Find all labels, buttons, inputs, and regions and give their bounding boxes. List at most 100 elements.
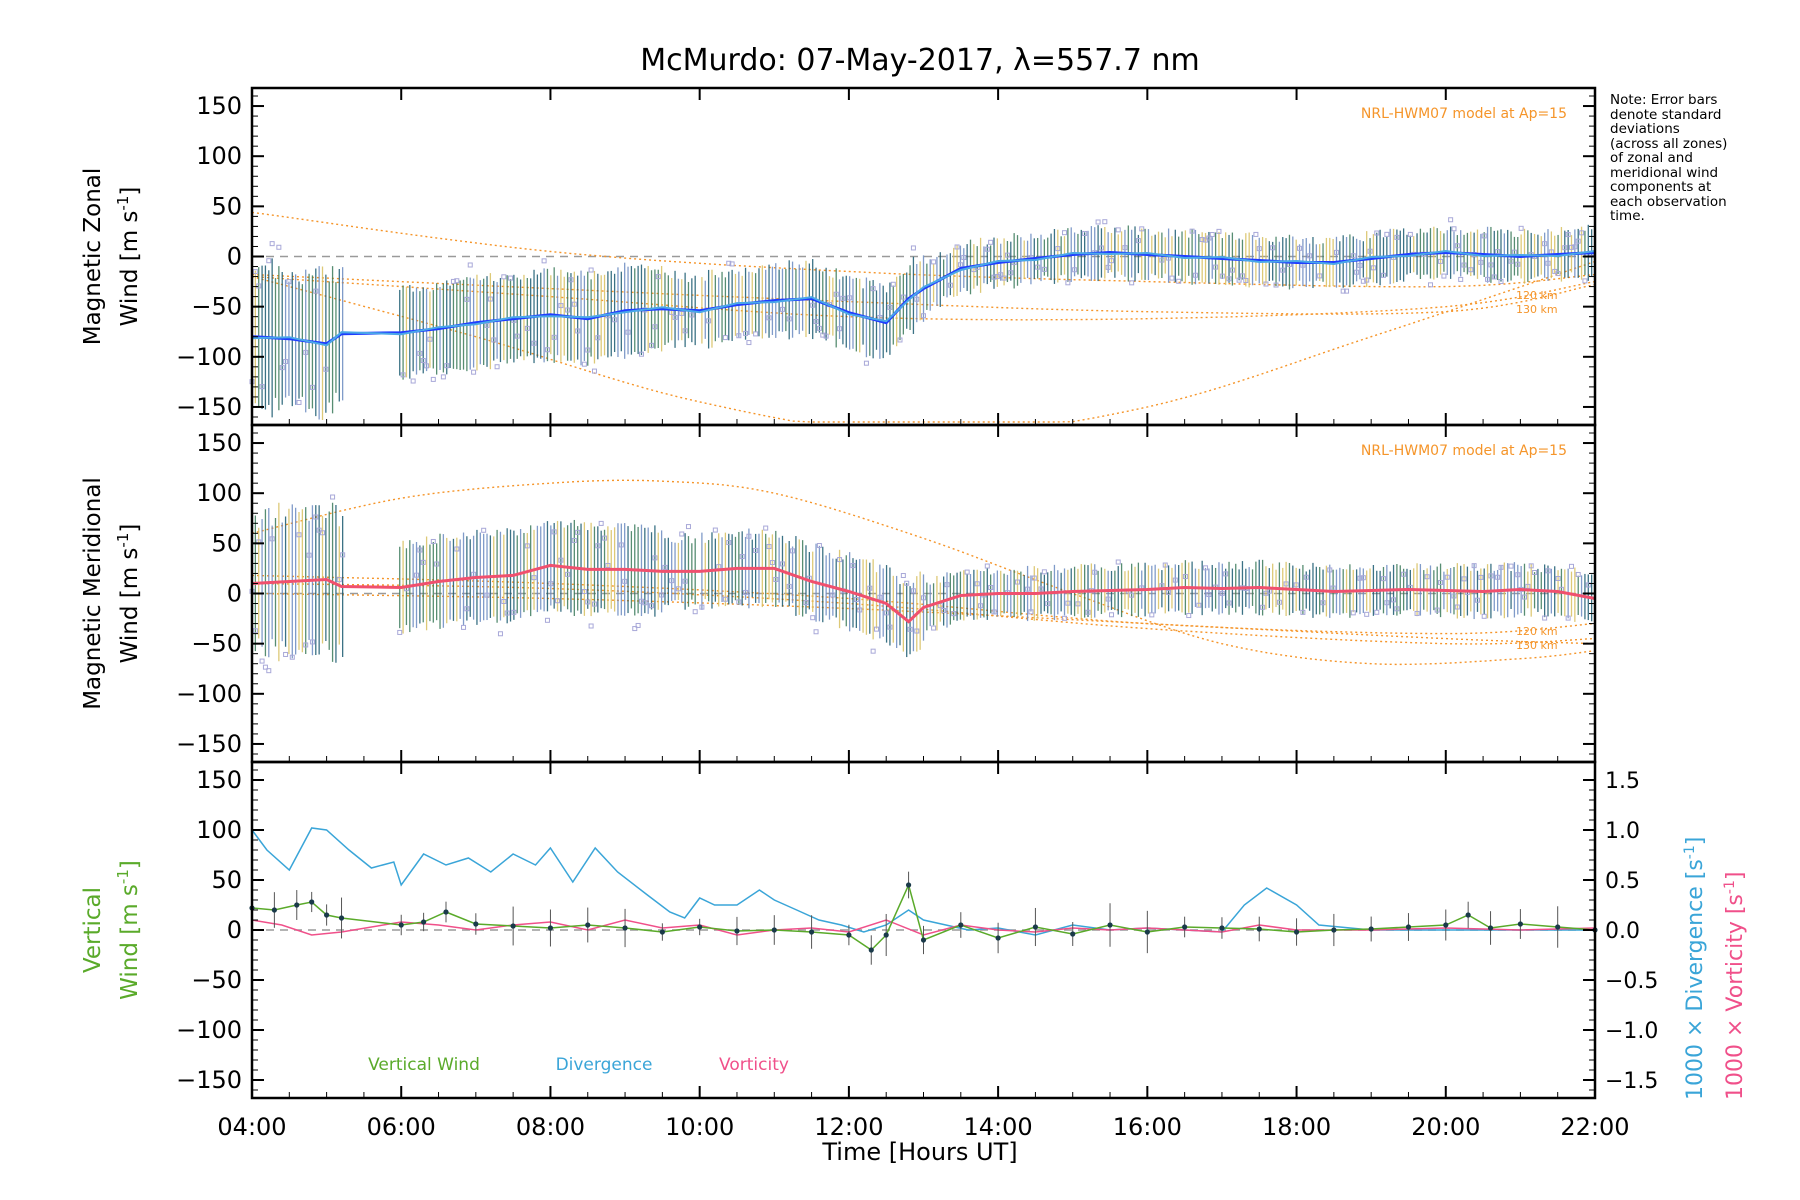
data-point	[1511, 249, 1517, 255]
data-point	[1485, 276, 1491, 282]
data-point	[1253, 231, 1259, 237]
data-point	[434, 561, 440, 567]
data-point	[420, 559, 426, 565]
y-tick-label: −150	[176, 393, 242, 421]
data-point	[1082, 230, 1088, 236]
data-point	[571, 537, 577, 543]
data-point	[340, 552, 346, 558]
data-point	[494, 364, 500, 370]
vorticity-axis-label: 1000 × Vorticity [s-1]	[1722, 872, 1748, 1100]
data-point	[504, 610, 510, 616]
data-point	[1521, 594, 1527, 600]
x-tick-label: 18:00	[1262, 1113, 1331, 1141]
data-point	[729, 261, 735, 267]
model-label: NRL-HWM07 model at Ap=15	[1361, 443, 1567, 459]
data-point	[662, 564, 668, 570]
data-point	[417, 350, 423, 356]
note-line: meridional wind	[1610, 164, 1719, 181]
data-point	[753, 547, 759, 553]
data-point	[910, 245, 916, 251]
data-point	[1370, 265, 1376, 271]
data-point	[1333, 249, 1339, 255]
data-point	[1427, 282, 1433, 288]
data-point	[1582, 278, 1588, 284]
data-point	[464, 606, 470, 612]
data-point	[957, 262, 963, 268]
data-point	[591, 601, 597, 607]
data-point	[336, 577, 342, 583]
vertical-wind-point	[771, 927, 777, 933]
data-point	[1307, 253, 1313, 259]
data-point	[303, 349, 309, 355]
data-point	[726, 540, 732, 546]
altitude-label: 120 km	[1516, 289, 1558, 302]
data-point	[931, 625, 937, 631]
data-point	[1317, 273, 1323, 279]
data-point	[558, 557, 564, 563]
x-tick-label: 14:00	[964, 1113, 1033, 1141]
data-point	[283, 651, 289, 657]
data-point	[974, 581, 980, 587]
data-point	[914, 296, 920, 302]
data-point	[541, 258, 547, 264]
data-point	[1236, 277, 1242, 283]
data-point	[289, 654, 295, 660]
vertical-wind-point	[808, 929, 815, 935]
data-point	[907, 626, 913, 632]
data-point	[766, 544, 772, 550]
y-axis-label: Vertical	[80, 887, 106, 973]
data-point	[1380, 272, 1386, 278]
y-tick-label: 0	[227, 580, 242, 608]
bracket: ]	[1723, 872, 1748, 881]
vertical-wind-point	[547, 925, 554, 931]
data-point	[551, 334, 557, 340]
vertical-wind-point	[958, 922, 964, 928]
data-point	[951, 611, 957, 617]
vertical-wind-point	[905, 882, 912, 888]
data-point	[1297, 245, 1303, 251]
data-point	[632, 626, 638, 632]
data-point	[897, 337, 903, 343]
legend-divergence: Divergence	[556, 1055, 653, 1075]
vertical-wind-point	[659, 929, 665, 935]
divergence-axis-label: 1000 × Divergence [s-1]	[1682, 837, 1708, 1100]
data-point	[252, 628, 258, 634]
data-point	[427, 336, 433, 342]
data-point	[269, 241, 275, 247]
data-point	[857, 607, 863, 613]
data-point	[1360, 575, 1366, 581]
data-point	[269, 536, 275, 542]
data-point	[571, 301, 577, 307]
x-tick-label: 10:00	[665, 1113, 734, 1141]
data-point	[514, 333, 520, 339]
vertical-wind-point	[294, 902, 300, 908]
x-axis-label: Time [Hours UT]	[821, 1138, 1017, 1166]
x-tick-label: 08:00	[516, 1113, 585, 1141]
note-line: denote standard	[1610, 106, 1722, 123]
data-point	[1495, 249, 1501, 255]
superscript: -1	[1722, 880, 1738, 894]
data-point	[266, 668, 272, 674]
data-point	[1498, 564, 1504, 570]
vertical-wind-point	[846, 932, 852, 938]
bracket: ]	[117, 860, 143, 869]
data-point	[1478, 574, 1484, 580]
data-point	[1374, 609, 1380, 615]
data-point	[568, 277, 574, 283]
data-point	[1172, 577, 1178, 583]
data-point	[1256, 246, 1262, 252]
data-point	[454, 278, 460, 284]
data-point	[612, 317, 618, 323]
data-point	[1350, 610, 1356, 616]
y-tick-label: 150	[196, 429, 242, 457]
data-point	[655, 274, 661, 280]
data-point	[1367, 248, 1373, 254]
y-axis-label: Magnetic Zonal	[80, 168, 106, 346]
x-tick-label: 22:00	[1560, 1113, 1629, 1141]
data-point	[1454, 243, 1460, 249]
data-point	[672, 314, 678, 320]
x-tick-label: 12:00	[814, 1113, 883, 1141]
data-point	[1166, 589, 1172, 595]
